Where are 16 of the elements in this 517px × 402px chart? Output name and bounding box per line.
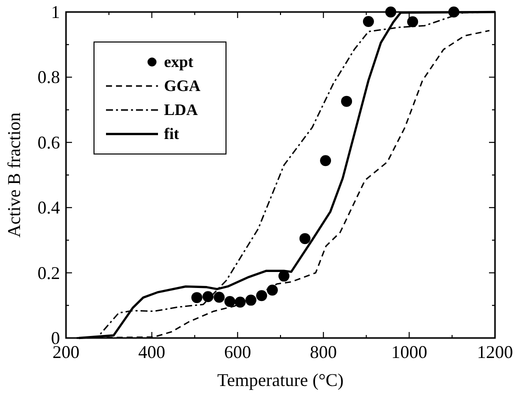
legend-label: expt	[164, 54, 194, 71]
legend-label: GGA	[164, 78, 201, 95]
y-tick-label: 0.8	[38, 67, 60, 88]
legend-label: LDA	[164, 102, 198, 119]
y-tick-label: 0.4	[38, 198, 60, 218]
legend-label: fit	[164, 126, 180, 143]
y-tick-label: 0.6	[38, 132, 60, 152]
y-tick-label: 0.2	[38, 262, 60, 283]
y-tick-label: 1	[51, 2, 60, 22]
x-tick-label: 400	[138, 342, 166, 362]
x-tick-label: 1000	[391, 342, 428, 362]
y-axis-title: Active B fraction	[4, 112, 24, 238]
x-tick-label: 1200	[477, 342, 513, 362]
x-tick-label: 800	[310, 342, 337, 362]
x-tick-label: 600	[224, 342, 252, 362]
x-axis-title: Temperature (°C)	[217, 370, 344, 390]
